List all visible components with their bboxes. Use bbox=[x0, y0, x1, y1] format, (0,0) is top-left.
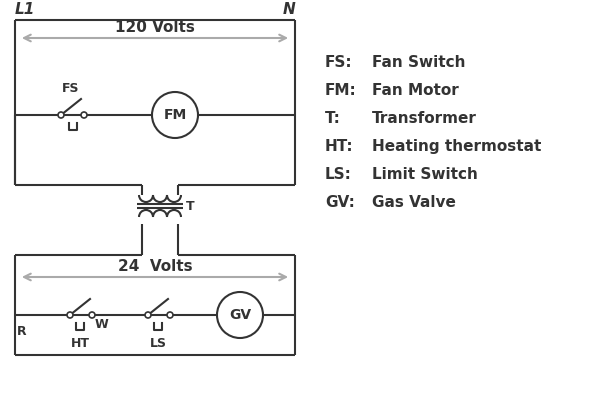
Text: GV:: GV: bbox=[325, 195, 355, 210]
Text: HT: HT bbox=[70, 337, 90, 350]
Circle shape bbox=[145, 312, 151, 318]
Circle shape bbox=[152, 92, 198, 138]
Text: FS: FS bbox=[62, 82, 80, 95]
Text: 24  Volts: 24 Volts bbox=[117, 259, 192, 274]
Text: GV: GV bbox=[229, 308, 251, 322]
Text: N: N bbox=[282, 2, 295, 17]
Text: 120 Volts: 120 Volts bbox=[115, 20, 195, 35]
Circle shape bbox=[217, 292, 263, 338]
Text: R: R bbox=[17, 325, 27, 338]
Text: Fan Motor: Fan Motor bbox=[372, 83, 459, 98]
Text: FM: FM bbox=[163, 108, 186, 122]
Text: Gas Valve: Gas Valve bbox=[372, 195, 456, 210]
Text: LS: LS bbox=[149, 337, 166, 350]
Text: Transformer: Transformer bbox=[372, 111, 477, 126]
Circle shape bbox=[81, 112, 87, 118]
Text: W: W bbox=[95, 318, 109, 331]
Text: LS:: LS: bbox=[325, 167, 352, 182]
Text: T:: T: bbox=[325, 111, 341, 126]
Text: Limit Switch: Limit Switch bbox=[372, 167, 478, 182]
Text: Heating thermostat: Heating thermostat bbox=[372, 139, 542, 154]
Circle shape bbox=[167, 312, 173, 318]
Text: HT:: HT: bbox=[325, 139, 353, 154]
Circle shape bbox=[67, 312, 73, 318]
Text: Fan Switch: Fan Switch bbox=[372, 55, 466, 70]
Text: T: T bbox=[186, 200, 195, 212]
Circle shape bbox=[89, 312, 95, 318]
Text: L1: L1 bbox=[15, 2, 35, 17]
Text: FM:: FM: bbox=[325, 83, 357, 98]
Text: FS:: FS: bbox=[325, 55, 353, 70]
Circle shape bbox=[58, 112, 64, 118]
